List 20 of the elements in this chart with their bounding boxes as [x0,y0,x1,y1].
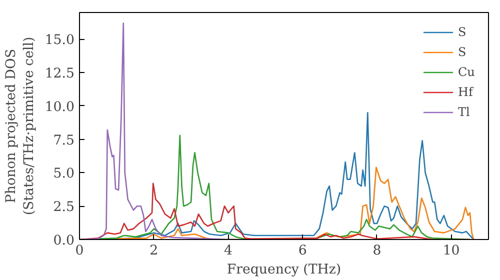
legend-label: Cu [458,65,476,79]
y-tick-label: 15.0 [44,33,75,48]
x-tick-label: 10 [442,244,460,258]
legend-label: S [458,25,468,39]
y-tick-label: 2.5 [53,200,75,216]
y-tick-label: 12.5 [44,66,75,82]
x-tick-label: 2 [150,244,158,258]
y-tick-label: 7.5 [53,133,75,148]
legend-label: S [458,45,468,59]
x-tick-label: 8 [372,244,382,258]
y-axis-title: Phonon projected DOS (States/THz·primitive cell) [4,36,37,216]
x-tick-label: 4 [224,244,232,258]
y-tick-label: 0.0 [53,234,75,248]
x-tick-label: 0 [75,244,84,258]
y-tick-label: 5.0 [53,166,75,182]
x-tick-label: 6 [298,244,307,258]
y-tick-label: 10.0 [44,100,75,115]
legend-label: Tl [458,105,471,119]
x-axis-title: Frequency (THz) [226,262,342,278]
legend-label: Hf [458,85,475,99]
